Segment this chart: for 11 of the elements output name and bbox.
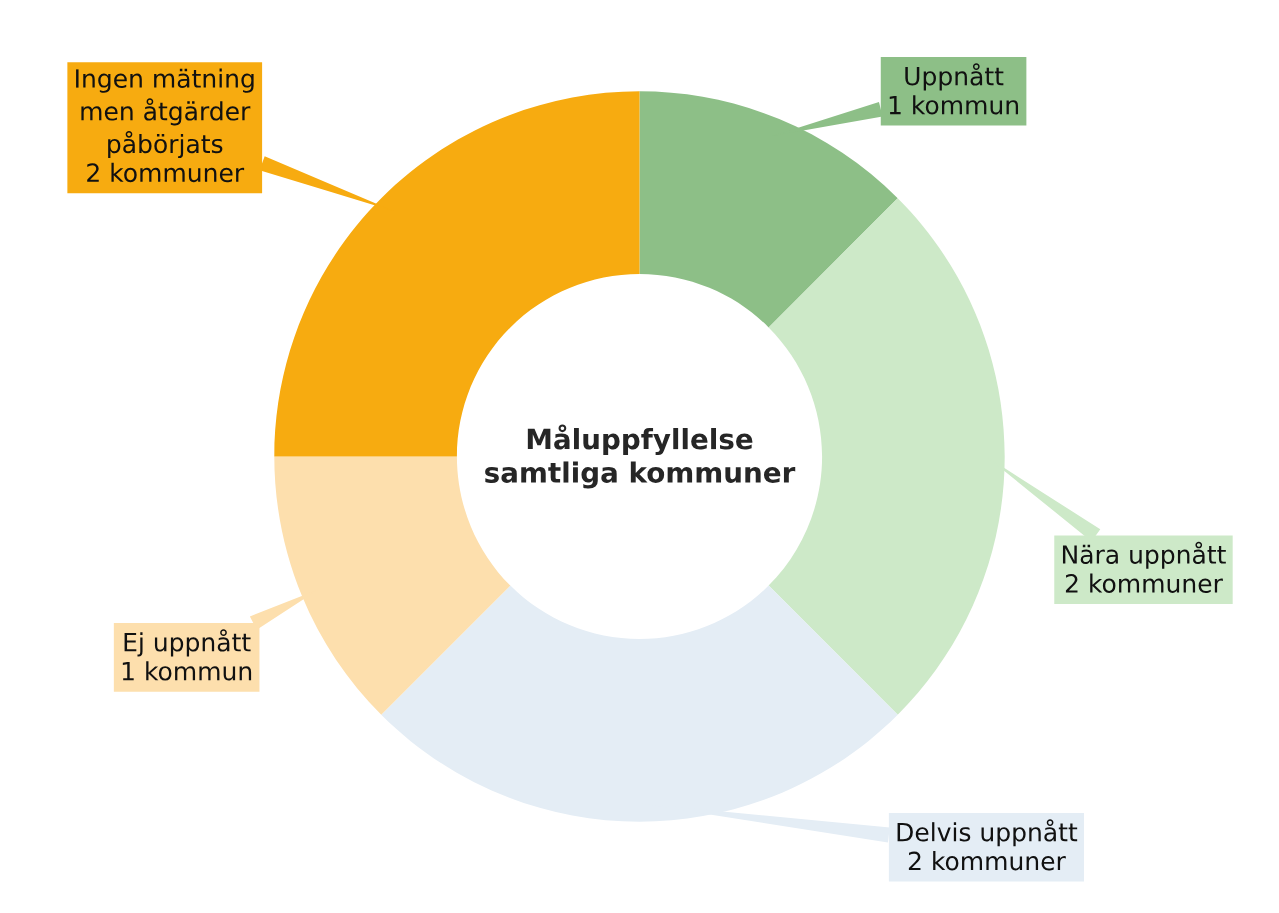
text: Måluppfyllelse samtliga kommuner [485,424,796,489]
slice-label: Ingen mätning men åtgärder påbörjats [76,68,254,159]
slice-label: Ej uppnått [124,629,251,657]
slice-label: Delvis uppnått [897,819,1078,847]
data-label: 2 kommuner [1065,573,1223,593]
slice-label: Uppnått [905,63,1004,91]
data-label: 1 kommun [889,95,1019,115]
data-label: 1 kommun [122,661,252,681]
data-label: 2 kommuner [908,851,1066,871]
slice-label: Nära uppnått [1062,541,1226,569]
data-label: 2 kommuner [87,162,245,183]
